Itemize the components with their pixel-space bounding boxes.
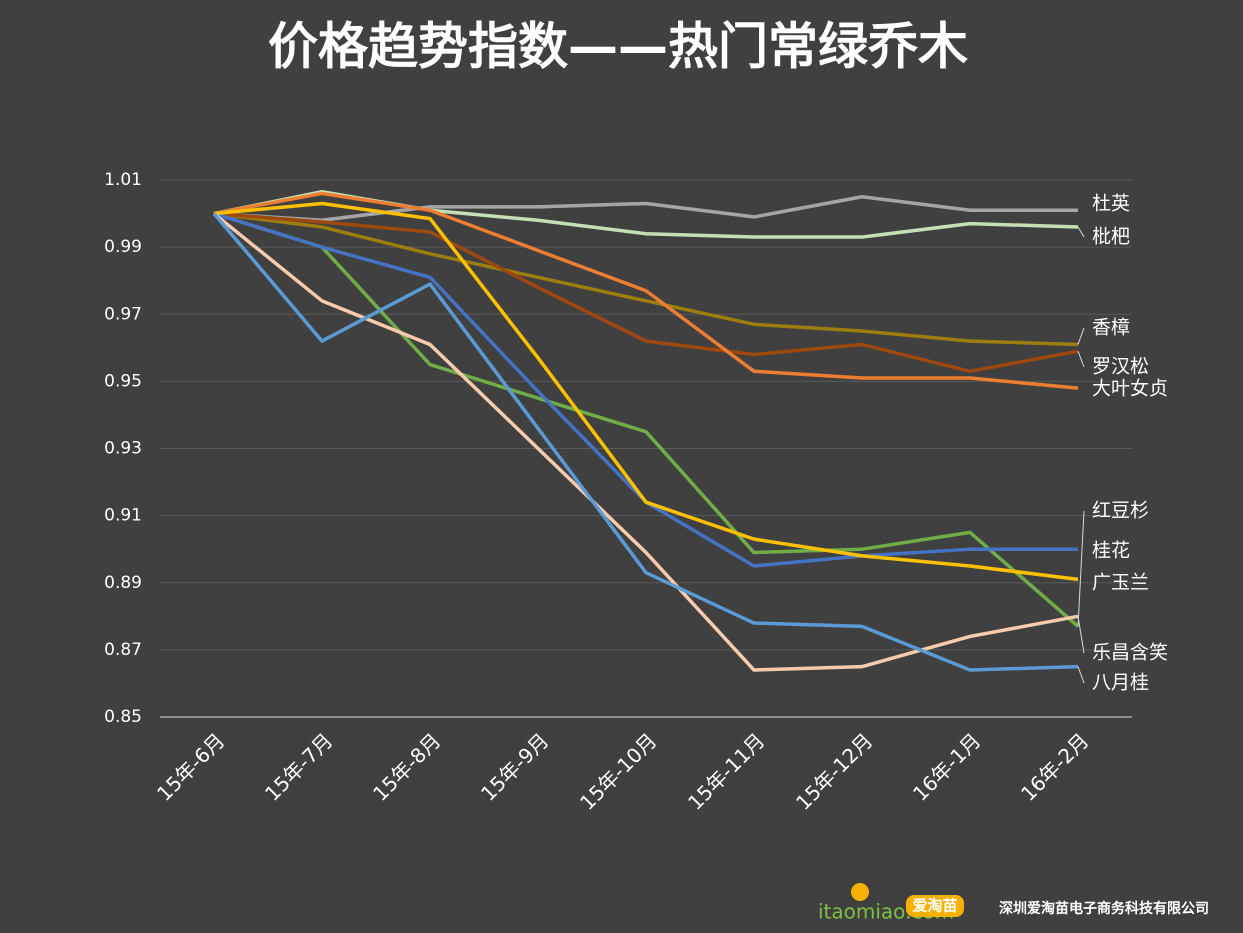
logo-sun (851, 883, 869, 901)
x-tick-label: 15年-11月 (683, 728, 769, 814)
company: 深圳爱淘苗电子商务科技有限公司 (999, 900, 1209, 917)
leader-line (1077, 616, 1085, 654)
y-tick-label: 0.95 (104, 371, 142, 391)
series-label: 广玉兰 (1092, 572, 1149, 594)
series-line (213, 191, 1079, 390)
series-label: 红豆杉 (1092, 500, 1149, 522)
leader-line (1077, 666, 1085, 684)
y-tick-label: 0.89 (104, 573, 142, 593)
y-tick-label: 0.93 (104, 439, 142, 459)
leader-line (1077, 327, 1085, 345)
leader-line (1077, 350, 1085, 368)
footer: itaomiao.com 爱淘苗 深圳爱淘苗电子商务科技有限公司 (818, 883, 1209, 924)
series-label: 枇杷 (1092, 226, 1130, 248)
y-tick-label: 0.97 (104, 304, 142, 324)
x-tick-label: 15年-8月 (368, 728, 445, 805)
series-line (213, 211, 1080, 628)
series-label: 香樟 (1092, 317, 1130, 339)
x-tick-label: 15年-9月 (476, 728, 553, 805)
x-tick-label: 15年-6月 (152, 728, 229, 805)
series-line (213, 211, 1078, 568)
series-line (213, 211, 1079, 347)
x-tick-label: 15年-7月 (260, 728, 337, 805)
chart-title: 价格趋势指数——热门常绿乔木 (268, 18, 968, 76)
brand: 爱淘苗 (912, 897, 957, 915)
series-line (213, 211, 1079, 374)
leader-line (1077, 510, 1085, 627)
series-label: 杜英 (1092, 193, 1130, 215)
y-tick-label: 0.91 (104, 506, 142, 526)
x-tick-label: 15年-12月 (791, 728, 877, 814)
series-line (213, 195, 1078, 223)
y-tick-label: 0.87 (104, 640, 142, 660)
x-tick-label: 16年-2月 (1016, 728, 1093, 805)
y-tick-label: 0.85 (104, 707, 142, 727)
series-label: 大叶女贞 (1092, 378, 1168, 400)
series-line (212, 212, 1079, 672)
series-label: 桂花 (1092, 540, 1130, 562)
series-line (213, 201, 1079, 582)
x-tick-label: 15年-10月 (575, 728, 661, 814)
brand-badge (906, 895, 964, 917)
leader-line (1077, 226, 1085, 238)
series-line (212, 212, 1079, 672)
series-label: 八月桂 (1092, 672, 1149, 694)
y-tick-label: 0.99 (104, 237, 142, 257)
series-label: 罗汉松 (1092, 356, 1149, 378)
y-tick-label: 1.01 (104, 170, 142, 190)
series-label: 乐昌含笑 (1092, 642, 1168, 664)
x-tick-label: 16年-1月 (908, 728, 985, 805)
